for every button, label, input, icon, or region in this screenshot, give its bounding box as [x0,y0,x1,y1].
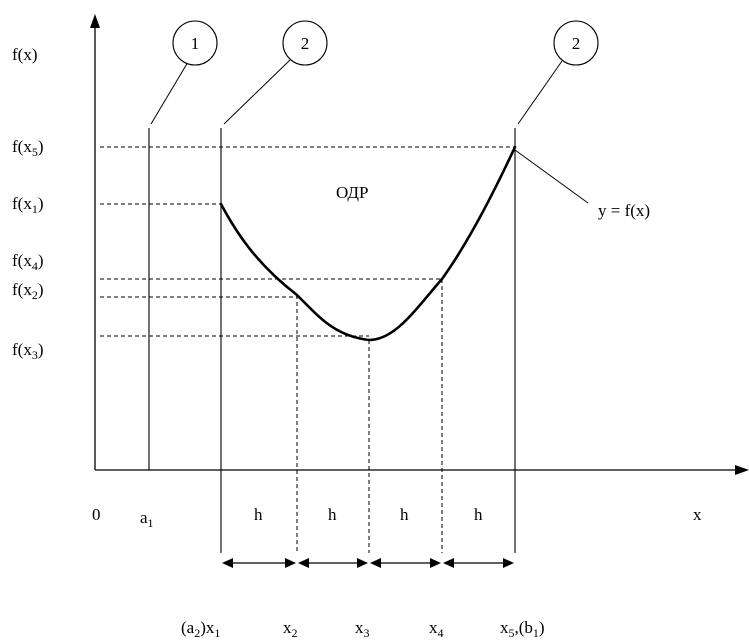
y-axis-label: f(x) [12,45,37,64]
step-label-2: h [328,505,337,524]
function-curve [219,145,517,342]
a1-label: a1 [140,508,154,530]
step-arrow-3-right-head [430,558,441,568]
point-label-x5: x5,(b1) [500,618,545,640]
region-label: ОДР [336,183,368,202]
curve-label: y = f(x) [598,201,650,220]
point-label-x4: x4 [429,618,444,640]
y-tick-fx2: f(x2) [12,280,44,302]
callout-circle-1 [172,20,218,66]
callout-circle-2-left [282,20,328,66]
y-tick-labels: f(x5) f(x1) f(x4) f(x2) f(x3) [12,137,44,362]
callout-2-right-leader [517,60,563,125]
step-arrows [222,558,514,568]
step-arrow-4-left-head [443,558,454,568]
y-tick-fx3: f(x3) [12,340,44,362]
curve-label-leader [514,149,589,204]
y-tick-fx1: f(x1) [12,194,44,216]
origin-label: 0 [92,505,101,524]
callout-number-1: 1 [191,34,200,53]
step-arrow-4-right-head [503,558,514,568]
step-label-4: h [474,505,483,524]
callout-1-leader [150,61,189,125]
step-arrow-2-left-head [298,558,309,568]
step-label-3: h [400,505,409,524]
callout-circle-2-right [553,20,599,66]
x-axis-arrowhead [735,465,749,475]
point-label-x3: x3 [355,618,370,640]
step-arrow-3-left-head [370,558,381,568]
callout-number-2-right: 2 [572,34,581,53]
point-label-x2: x2 [283,618,298,640]
step-arrow-2-right-head [357,558,368,568]
step-label-1: h [254,505,263,524]
callout-2-left-leader [223,59,291,125]
step-arrow-1-left-head [222,558,233,568]
point-label-x1: (a2)x1 [181,618,220,640]
y-axis-arrowhead [90,14,100,28]
y-tick-fx4: f(x4) [12,251,44,273]
step-arrow-1-right-head [285,558,296,568]
x-axis-label: x [693,505,702,524]
callout-number-2-left: 2 [301,34,310,53]
y-tick-fx5: f(x5) [12,137,44,159]
